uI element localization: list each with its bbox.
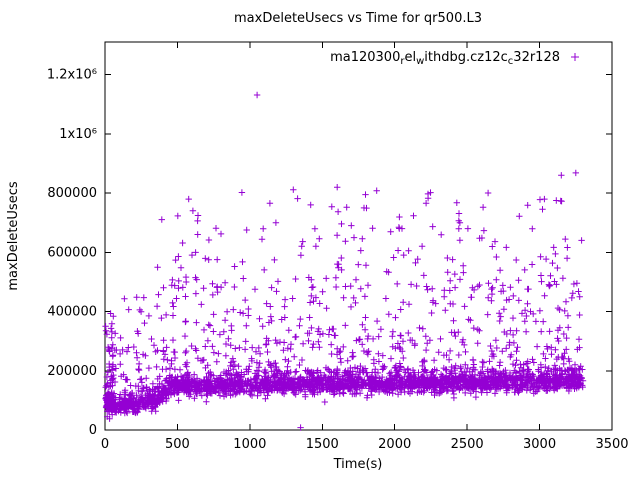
legend-label: ma120300relwithdbg.cz12cc32r128 [330, 50, 560, 67]
y-tick-label: 400000 [47, 305, 97, 320]
y-axis-label: maxDeleteUsecs [6, 181, 21, 290]
x-tick-label: 2500 [451, 437, 484, 452]
x-tick-label: 2000 [378, 437, 411, 452]
scatter-points [102, 91, 587, 431]
chart-title: maxDeleteUsecs vs Time for qr500.L3 [234, 11, 482, 26]
y-tick-label: 1.2x10⁶ [47, 68, 97, 83]
axes-layer: 0 500 1000 1500 2000 2500 3000 3500 0 200000 40000… [47, 41, 629, 452]
data-points-layer [102, 91, 587, 431]
x-tick-label: 1500 [306, 437, 339, 452]
x-tick-label: 0 [101, 437, 109, 452]
x-tick-label: 1000 [233, 437, 266, 452]
y-tick-label: 800000 [47, 186, 97, 201]
y-tick-label: 200000 [47, 364, 97, 379]
y-tick-label: 600000 [47, 245, 97, 260]
legend-marker-plus-icon [571, 53, 579, 61]
x-tick-label: 3000 [523, 437, 556, 452]
x-axis-label: Time(s) [333, 457, 383, 472]
y-tick-label: 0 [89, 423, 97, 438]
legend: ma120300relwithdbg.cz12cc32r128 [330, 50, 579, 67]
plot-border [104, 41, 613, 431]
x-tick-label: 500 [165, 437, 190, 452]
y-tick-label: 1x10⁶ [59, 127, 97, 142]
x-tick-label: 3500 [595, 437, 628, 452]
